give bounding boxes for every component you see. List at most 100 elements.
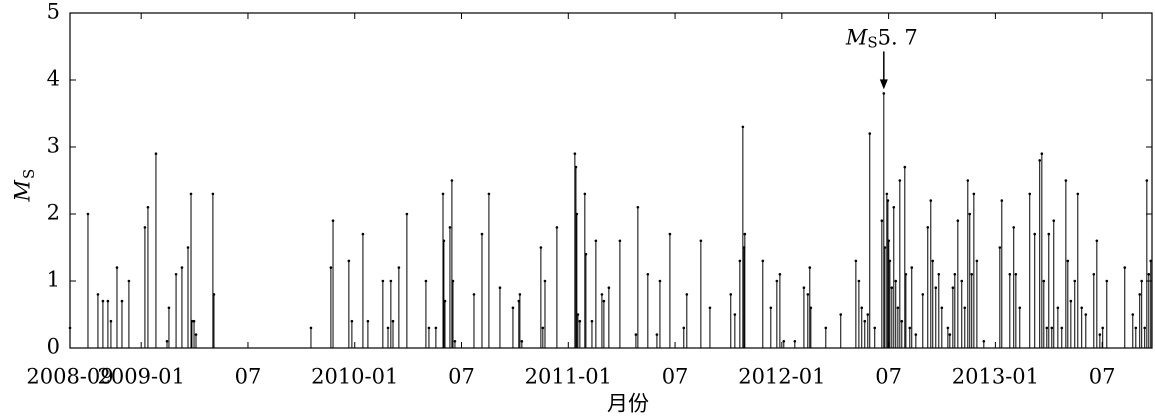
- stem-head: [115, 266, 119, 269]
- stem-head: [839, 313, 843, 316]
- stem-head: [972, 192, 976, 196]
- stem-head: [442, 239, 446, 243]
- stem-head: [741, 125, 745, 129]
- stem-head: [309, 326, 313, 330]
- stem-head: [940, 306, 944, 310]
- stem-head: [472, 293, 476, 296]
- x-tick-label: 2011-01: [525, 365, 612, 389]
- stem-head: [1084, 313, 1088, 316]
- stem-head: [424, 279, 428, 283]
- stem-head: [386, 326, 390, 330]
- stem-head: [778, 273, 782, 276]
- stem-head: [1143, 326, 1147, 330]
- stem-head: [1045, 326, 1049, 330]
- stem-head: [180, 266, 184, 269]
- x-tick-label: 2009-01: [98, 365, 185, 389]
- stem-head: [968, 212, 972, 216]
- stem-head: [1140, 279, 1143, 283]
- x-axis-label: 月份: [607, 392, 649, 416]
- stem-head: [1060, 326, 1064, 330]
- stem-head: [733, 313, 737, 316]
- stem-head: [793, 340, 797, 343]
- x-tick-label: 07: [1089, 365, 1116, 389]
- stem-head: [658, 279, 662, 283]
- stem-head: [953, 273, 957, 276]
- stem-head: [1033, 232, 1037, 236]
- stem-head: [1105, 279, 1109, 283]
- stem-head: [636, 206, 640, 209]
- stem-head: [480, 232, 484, 236]
- stem-head: [331, 219, 335, 222]
- x-tick-label: 07: [448, 365, 475, 389]
- stem-head: [975, 259, 979, 263]
- stem-head: [910, 266, 914, 269]
- stem-head: [194, 333, 198, 336]
- stem-head: [96, 293, 100, 296]
- stem-head: [857, 279, 861, 283]
- stem-head: [329, 266, 333, 269]
- stem-head: [904, 273, 908, 276]
- stem-head: [708, 306, 712, 310]
- stem-head: [914, 333, 918, 336]
- stem-head: [948, 333, 952, 336]
- stem-head: [498, 286, 502, 290]
- stem-head: [1014, 273, 1018, 276]
- stem-head: [896, 306, 900, 310]
- stem-head: [543, 279, 547, 283]
- stem-head: [885, 192, 889, 196]
- stem-head: [68, 326, 72, 330]
- stem-head: [782, 340, 786, 343]
- stem-head: [539, 246, 543, 249]
- stem-head: [573, 152, 577, 155]
- stem-head: [860, 306, 864, 310]
- stem-head: [982, 340, 986, 343]
- stem-head: [937, 273, 941, 276]
- stem-head: [903, 165, 907, 169]
- stem-head: [934, 286, 938, 290]
- stem-head: [699, 239, 703, 243]
- stem-head: [738, 259, 742, 263]
- stem-head: [970, 273, 974, 276]
- stem-head: [607, 286, 611, 290]
- stem-head: [1047, 232, 1051, 236]
- stem-head: [127, 279, 131, 283]
- y-tick-label: 0: [47, 335, 60, 359]
- stem-head: [192, 319, 196, 323]
- annotation-sub: S: [867, 33, 877, 51]
- y-axis-label-main: M: [11, 180, 35, 203]
- stem-head: [434, 326, 438, 330]
- stem-head: [1145, 179, 1149, 182]
- stem-head: [86, 212, 90, 216]
- y-axis-label: M S: [11, 169, 39, 203]
- stem-head: [866, 313, 870, 316]
- stem-head: [1134, 326, 1138, 330]
- stem-head: [854, 259, 858, 263]
- stem-head: [211, 192, 215, 196]
- stem-head: [892, 206, 896, 209]
- stem-head: [146, 206, 150, 209]
- stem-head: [809, 306, 813, 310]
- stem-head: [1095, 239, 1099, 243]
- stem-head: [1012, 226, 1016, 229]
- y-tick-label: 3: [47, 134, 60, 158]
- stem-head: [574, 165, 578, 169]
- stem-head: [888, 259, 892, 263]
- stem-head: [575, 212, 579, 216]
- y-tick-label: 2: [47, 201, 60, 225]
- stem-head: [668, 232, 672, 236]
- stem-head: [890, 286, 894, 290]
- stem-head: [391, 319, 395, 323]
- stem-head: [212, 293, 216, 296]
- stem-head: [880, 219, 884, 222]
- stem-head: [1073, 279, 1077, 283]
- stem-head: [347, 259, 351, 263]
- stem-head: [898, 179, 902, 182]
- stem-head: [921, 293, 925, 296]
- stem-head: [824, 326, 828, 330]
- stem-head: [389, 279, 393, 283]
- stem-head: [960, 279, 964, 283]
- stem-head: [729, 293, 733, 296]
- y-tick-label: 5: [47, 0, 60, 24]
- stem-head: [1042, 279, 1046, 283]
